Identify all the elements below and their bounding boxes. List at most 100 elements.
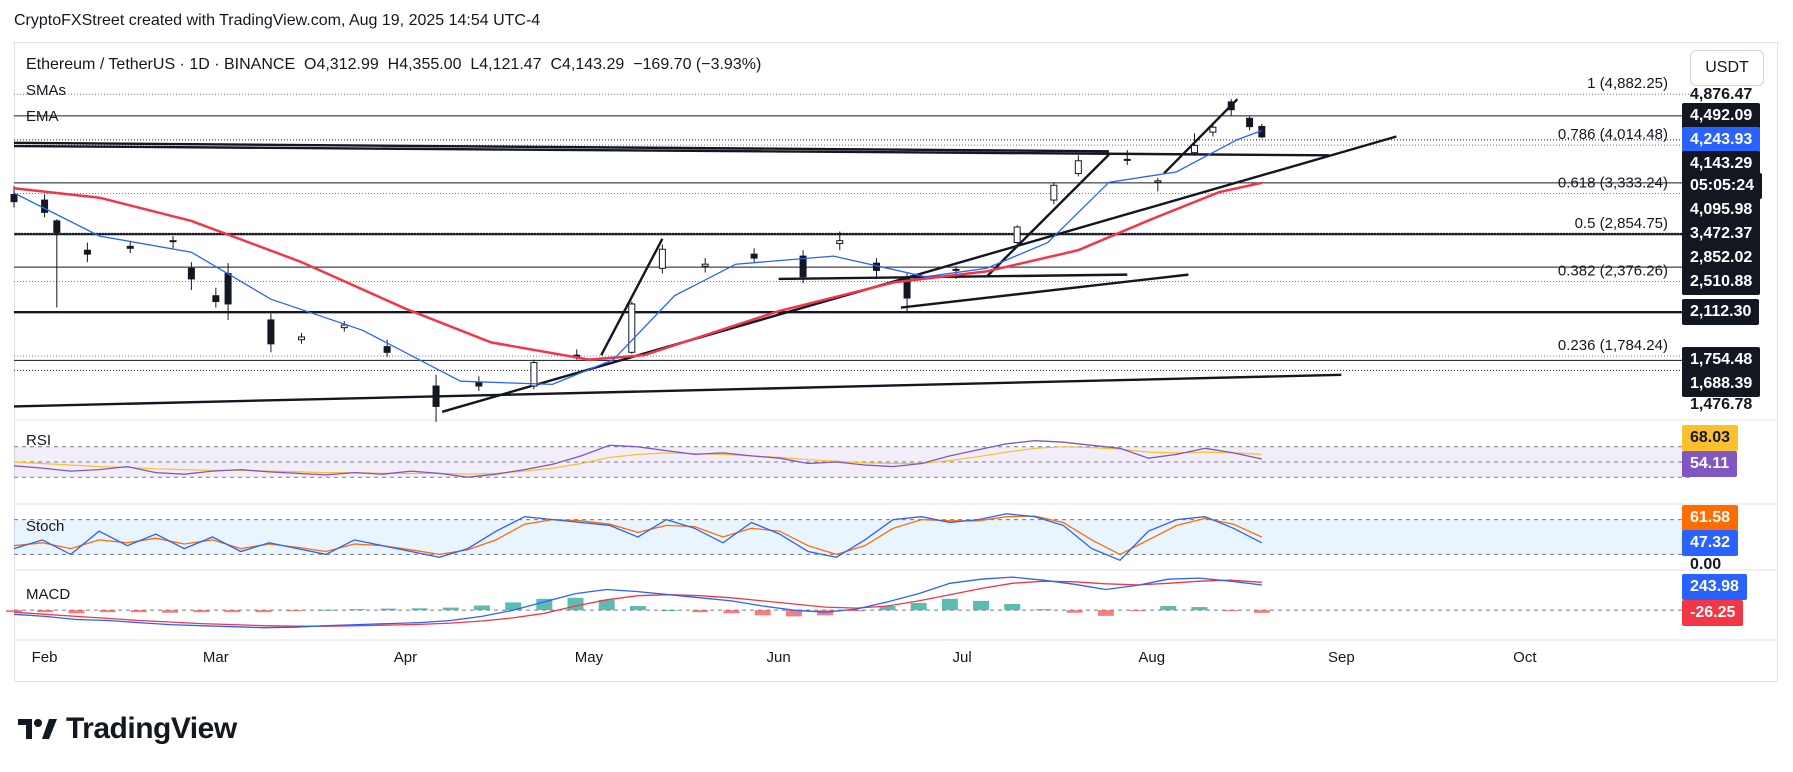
price-scale-label[interactable]: 4,243.93 (1682, 127, 1761, 153)
macd-value-label[interactable]: 243.98 (1682, 574, 1747, 600)
symbol-title[interactable]: Ethereum / TetherUS · 1D · BINANCE (26, 56, 296, 73)
macd-histogram-bar (224, 610, 241, 613)
candle-body (383, 346, 391, 353)
macd-histogram-bar (910, 602, 927, 611)
stoch-pane-label[interactable]: Stoch (26, 518, 65, 535)
candle-body (224, 273, 232, 305)
candle-body (41, 199, 49, 213)
stoch-scale-tick[interactable]: 0.00 (1690, 556, 1722, 573)
candle-body (1050, 184, 1058, 201)
macd-histogram-bar (6, 610, 22, 613)
ohlc-open: O4,312.99 (304, 56, 379, 73)
macd-histogram-bar (473, 605, 490, 611)
rsi-value-label[interactable]: 54.11 (1682, 451, 1738, 477)
macd-histogram-bar (1066, 610, 1083, 613)
trendline (985, 153, 1110, 278)
rsi-line (13, 440, 1262, 478)
ohlc-close: C4,143.29 (550, 56, 625, 73)
tradingview-logo[interactable]: TradingView (18, 712, 237, 746)
candle-body (53, 220, 61, 233)
candle-body (187, 267, 195, 280)
macd-histogram-bar (1004, 603, 1021, 611)
stoch-d-line (13, 515, 1263, 556)
price-scale-label[interactable]: 4,492.09 (1682, 103, 1761, 129)
fib-level-label: 0.5 (2,854.75) (1575, 215, 1668, 232)
candle-body (126, 245, 134, 249)
candle-body (903, 278, 911, 299)
macd-histogram-bar (567, 597, 584, 611)
macd-histogram-bar (879, 606, 896, 611)
macd-histogram-bar (68, 610, 85, 614)
price-change: −169.70 (−3.93%) (633, 56, 762, 73)
fib-level-label: 0.786 (4,014.48) (1558, 126, 1668, 143)
trendline (778, 273, 1128, 281)
chart-legend: Ethereum / TetherUS · 1D · BINANCE O4,31… (26, 52, 761, 130)
x-axis-label: May (575, 649, 604, 666)
candle-body (340, 324, 348, 329)
trendline (900, 273, 1189, 309)
macd-histogram-bar (442, 607, 459, 611)
candle-body (297, 336, 305, 341)
x-axis-label: Apr (394, 649, 417, 666)
fib-level-label: 0.382 (2,376.26) (1558, 263, 1668, 280)
macd-histogram-bar (941, 598, 958, 611)
price-scale-label[interactable]: 1,688.39 (1682, 371, 1761, 397)
indicator-sma-label[interactable]: SMAs (26, 82, 67, 99)
x-axis-label: Sep (1328, 649, 1355, 666)
x-axis-label: Jun (767, 649, 791, 666)
trendline (13, 144, 1330, 157)
x-axis-label: Jul (953, 649, 972, 666)
macd-histogram-bar (37, 610, 54, 613)
price-scale-label[interactable]: 4,143.29 (1682, 151, 1761, 177)
price-scale-label[interactable]: 4,095.98 (1682, 197, 1761, 223)
rsi-pane-label[interactable]: RSI (26, 432, 52, 449)
x-axis-label: Aug (1138, 649, 1165, 666)
currency-button[interactable]: USDT (1690, 50, 1764, 86)
price-scale-tick[interactable]: 1,476.78 (1690, 396, 1753, 413)
candle-body (1123, 158, 1131, 161)
macd-histogram-bar (598, 599, 615, 611)
macd-histogram-bar (536, 598, 553, 611)
candle-body (799, 255, 807, 278)
candle-body (628, 303, 636, 353)
macd-histogram-bar (161, 610, 178, 613)
price-scale-tick[interactable]: 4,876.47 (1690, 86, 1753, 103)
indicator-ema-label[interactable]: EMA (26, 108, 59, 125)
stoch-d-value-label[interactable]: 61.58 (1682, 505, 1739, 531)
price-scale-label[interactable]: 1,754.48 (1682, 347, 1761, 373)
macd-line (13, 576, 1262, 629)
stoch-k-value-label[interactable]: 47.32 (1682, 530, 1739, 556)
ohlc-high: H4,355.00 (387, 56, 462, 73)
macd-signal-value-label[interactable]: -26.25 (1682, 600, 1744, 626)
macd-pane-label[interactable]: MACD (26, 586, 71, 603)
price-scale-tick[interactable]: 3,000.00 (1690, 212, 1753, 229)
price-scale-label[interactable]: 3,472.37 (1682, 221, 1761, 247)
rsi-ma-value-label[interactable]: 68.03 (1682, 425, 1739, 451)
price-scale-label[interactable]: 05:05:24 (1682, 173, 1763, 199)
ohlc-low: L4,121.47 (470, 56, 542, 73)
x-axis-label: Feb (32, 649, 58, 666)
candle-body (836, 240, 844, 245)
macd-histogram-bar (1129, 610, 1146, 612)
candle-body (83, 249, 91, 255)
fib-level-label: 0.236 (1,784.24) (1558, 337, 1668, 354)
ema-line (13, 181, 1263, 361)
price-scale-label[interactable]: 2,852.02 (1682, 245, 1761, 271)
price-scale-label[interactable]: 2,510.88 (1682, 269, 1761, 295)
macd-histogram-bar (411, 608, 428, 611)
macd-histogram-bar (629, 606, 646, 611)
macd-histogram-bar (754, 610, 771, 616)
macd-histogram-bar (1097, 610, 1114, 616)
candle-body (1227, 101, 1235, 111)
trendline (13, 141, 1109, 153)
price-scale-label[interactable]: 2,112.30 (1682, 299, 1760, 325)
candle-body (212, 295, 220, 303)
macd-histogram-bar (380, 608, 397, 611)
macd-histogram-bar (1191, 607, 1208, 611)
trendline (441, 135, 1397, 413)
chart-frame (14, 42, 1778, 682)
trendline (600, 238, 664, 356)
fib-level-label: 0.618 (3,333.24) (1558, 174, 1668, 191)
stoch-band (14, 519, 1690, 555)
